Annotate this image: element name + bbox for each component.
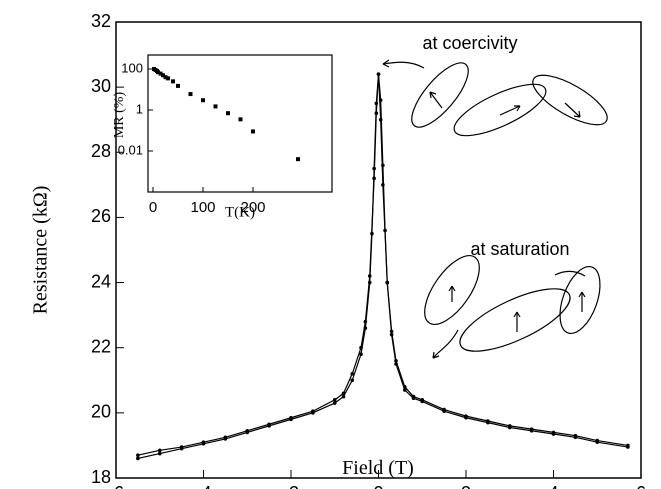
point: [367, 274, 372, 278]
point: [626, 445, 630, 449]
point: [213, 104, 218, 109]
spin-diagram-coercivity: [382, 59, 608, 137]
point: [442, 409, 446, 414]
point: [529, 428, 534, 433]
point: [372, 176, 376, 181]
point: [289, 415, 293, 420]
point: [486, 420, 490, 425]
point: [551, 432, 556, 436]
point: [385, 280, 390, 285]
point: [341, 394, 346, 399]
point: [311, 409, 315, 414]
point: [171, 79, 175, 84]
point: [251, 129, 255, 134]
inset-x-title: T(K): [225, 204, 255, 220]
point: [363, 319, 368, 324]
point: [383, 228, 387, 233]
point: [341, 391, 346, 396]
point: [156, 70, 160, 75]
point: [464, 415, 468, 420]
point: [157, 451, 162, 456]
y-tick-label: 0.01: [118, 142, 143, 157]
point: [394, 362, 398, 366]
point: [595, 440, 600, 444]
inset-y-title: MR (%): [112, 92, 127, 139]
point: [359, 352, 363, 357]
inset-layer: T(K) MR (%) 0 100 200 100 1 0.01: [112, 54, 333, 220]
y-axis-title: Resistance (kΩ): [30, 186, 52, 315]
x-tick-label: 6: [636, 483, 646, 489]
y-tick-label: 28: [91, 141, 111, 161]
y-tick-label: 32: [91, 11, 111, 31]
x-tick-label: 4: [548, 483, 558, 489]
point: [161, 73, 165, 78]
x-tick-label: 200: [240, 199, 265, 216]
x-tick-label: 0: [149, 199, 157, 216]
point: [350, 378, 355, 383]
point: [163, 75, 168, 80]
y-tick-label: 20: [91, 402, 111, 422]
x-tick-label: -2: [283, 483, 299, 489]
point: [223, 435, 228, 440]
y-tick-label: 30: [91, 76, 111, 96]
point: [245, 428, 250, 433]
point: [201, 440, 206, 444]
x-tick-label: 2: [461, 483, 471, 489]
point: [350, 371, 355, 376]
point: [158, 71, 163, 76]
point: [157, 448, 162, 453]
point: [296, 157, 300, 162]
annotation: at saturation: [470, 239, 569, 259]
line: [137, 74, 628, 456]
point: [507, 425, 512, 430]
point: [238, 117, 243, 122]
point: [381, 163, 385, 168]
point: [573, 435, 578, 440]
inset-frame: [147, 54, 333, 193]
point: [402, 388, 407, 392]
x-tick-label: 100: [190, 199, 215, 216]
point: [267, 422, 271, 427]
point: [420, 399, 425, 404]
point: [226, 111, 230, 116]
spin-diagram-saturation: [424, 255, 601, 359]
y-tick-label: 22: [91, 336, 111, 356]
point: [201, 98, 205, 103]
point: [136, 453, 140, 458]
x-tick-label: 0: [373, 483, 383, 489]
y-tick-label: 1: [136, 101, 143, 116]
point: [136, 456, 140, 461]
point: [188, 92, 193, 97]
point: [359, 345, 363, 350]
point: [332, 401, 337, 405]
annotation: at coercivity: [422, 33, 517, 53]
y-tick-label: 18: [91, 467, 111, 487]
point: [332, 398, 337, 402]
point: [378, 98, 383, 102]
point: [376, 72, 381, 76]
point: [179, 445, 184, 449]
point: [411, 396, 416, 401]
main-layer: -6-4-202461820222426283032: [91, 11, 646, 489]
point: [166, 76, 170, 81]
x-tick-label: -6: [108, 483, 124, 489]
point: [389, 332, 394, 337]
y-tick-label: 24: [91, 271, 111, 291]
x-tick-label: -4: [195, 483, 211, 489]
y-tick-label: 100: [121, 60, 143, 75]
x-axis-title: Field (T): [342, 457, 414, 479]
point: [374, 111, 379, 115]
point: [176, 83, 180, 88]
y-tick-label: 26: [91, 206, 111, 226]
